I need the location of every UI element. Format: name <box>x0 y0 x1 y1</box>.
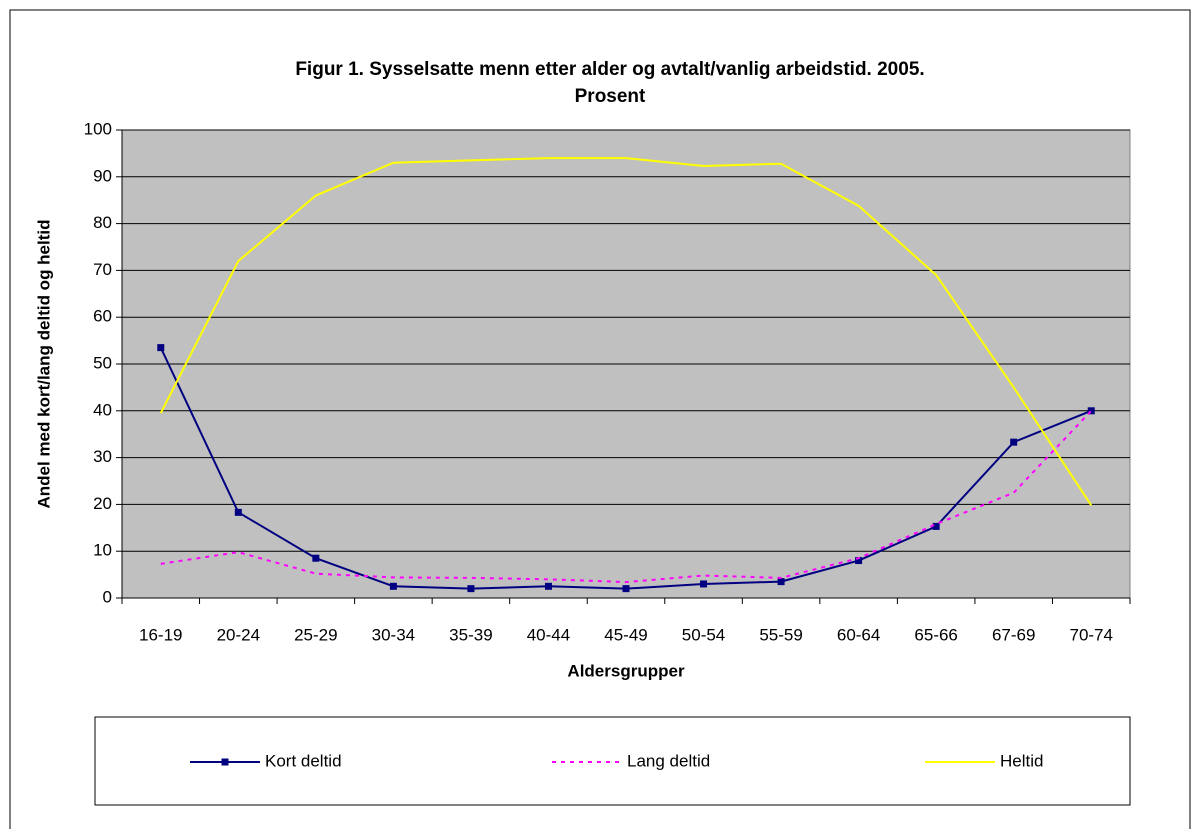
x-tick-label: 60-64 <box>837 625 880 644</box>
chart-frame <box>9 9 1191 829</box>
point-marker <box>622 585 630 593</box>
point-marker <box>855 557 863 565</box>
y-tick-label: 60 <box>93 307 112 326</box>
legend-label: Heltid <box>1000 751 1043 770</box>
y-tick-label: 90 <box>93 166 112 185</box>
y-tick-label: 30 <box>93 447 112 466</box>
y-tick-label: 100 <box>84 119 112 138</box>
y-tick-label: 80 <box>93 213 112 232</box>
y-tick-label: 20 <box>93 494 112 513</box>
y-tick-label: 50 <box>93 353 112 372</box>
legend-label: Kort deltid <box>265 751 342 770</box>
x-tick-label: 30-34 <box>372 625 415 644</box>
point-marker <box>1087 407 1095 415</box>
x-tick-label: 70-74 <box>1069 625 1112 644</box>
legend-label: Lang deltid <box>627 751 710 770</box>
legend-marker <box>221 758 229 766</box>
x-tick-label: 16-19 <box>139 625 182 644</box>
y-tick-label: 40 <box>93 400 112 419</box>
x-tick-label: 50-54 <box>682 625 725 644</box>
point-marker <box>932 522 940 530</box>
x-tick-label: 25-29 <box>294 625 337 644</box>
series-line <box>159 157 1093 506</box>
x-tick-label: 65-66 <box>914 625 957 644</box>
point-marker <box>467 585 475 593</box>
chart-title: Figur 1. Sysselsatte menn etter alder og… <box>295 59 924 80</box>
point-marker <box>312 554 320 562</box>
point-marker <box>777 578 785 586</box>
series-line <box>160 410 1092 584</box>
y-axis-label: Andel med kort/lang deltid og heltid <box>34 219 53 508</box>
point-marker <box>157 344 165 352</box>
y-tick-label: 70 <box>93 260 112 279</box>
point-marker <box>234 508 242 516</box>
point-marker <box>389 582 397 590</box>
x-tick-label: 35-39 <box>449 625 492 644</box>
x-axis-label: Aldersgrupper <box>567 661 685 680</box>
y-tick-label: 0 <box>103 587 112 606</box>
x-tick-label: 20-24 <box>217 625 260 644</box>
x-tick-label: 45-49 <box>604 625 647 644</box>
point-marker <box>1010 438 1018 446</box>
point-marker <box>544 582 552 590</box>
x-tick-label: 40-44 <box>527 625 570 644</box>
y-tick-label: 10 <box>93 541 112 560</box>
point-marker <box>700 580 708 588</box>
chart-title: Prosent <box>575 86 646 107</box>
x-tick-label: 55-59 <box>759 625 802 644</box>
x-tick-label: 67-69 <box>992 625 1035 644</box>
